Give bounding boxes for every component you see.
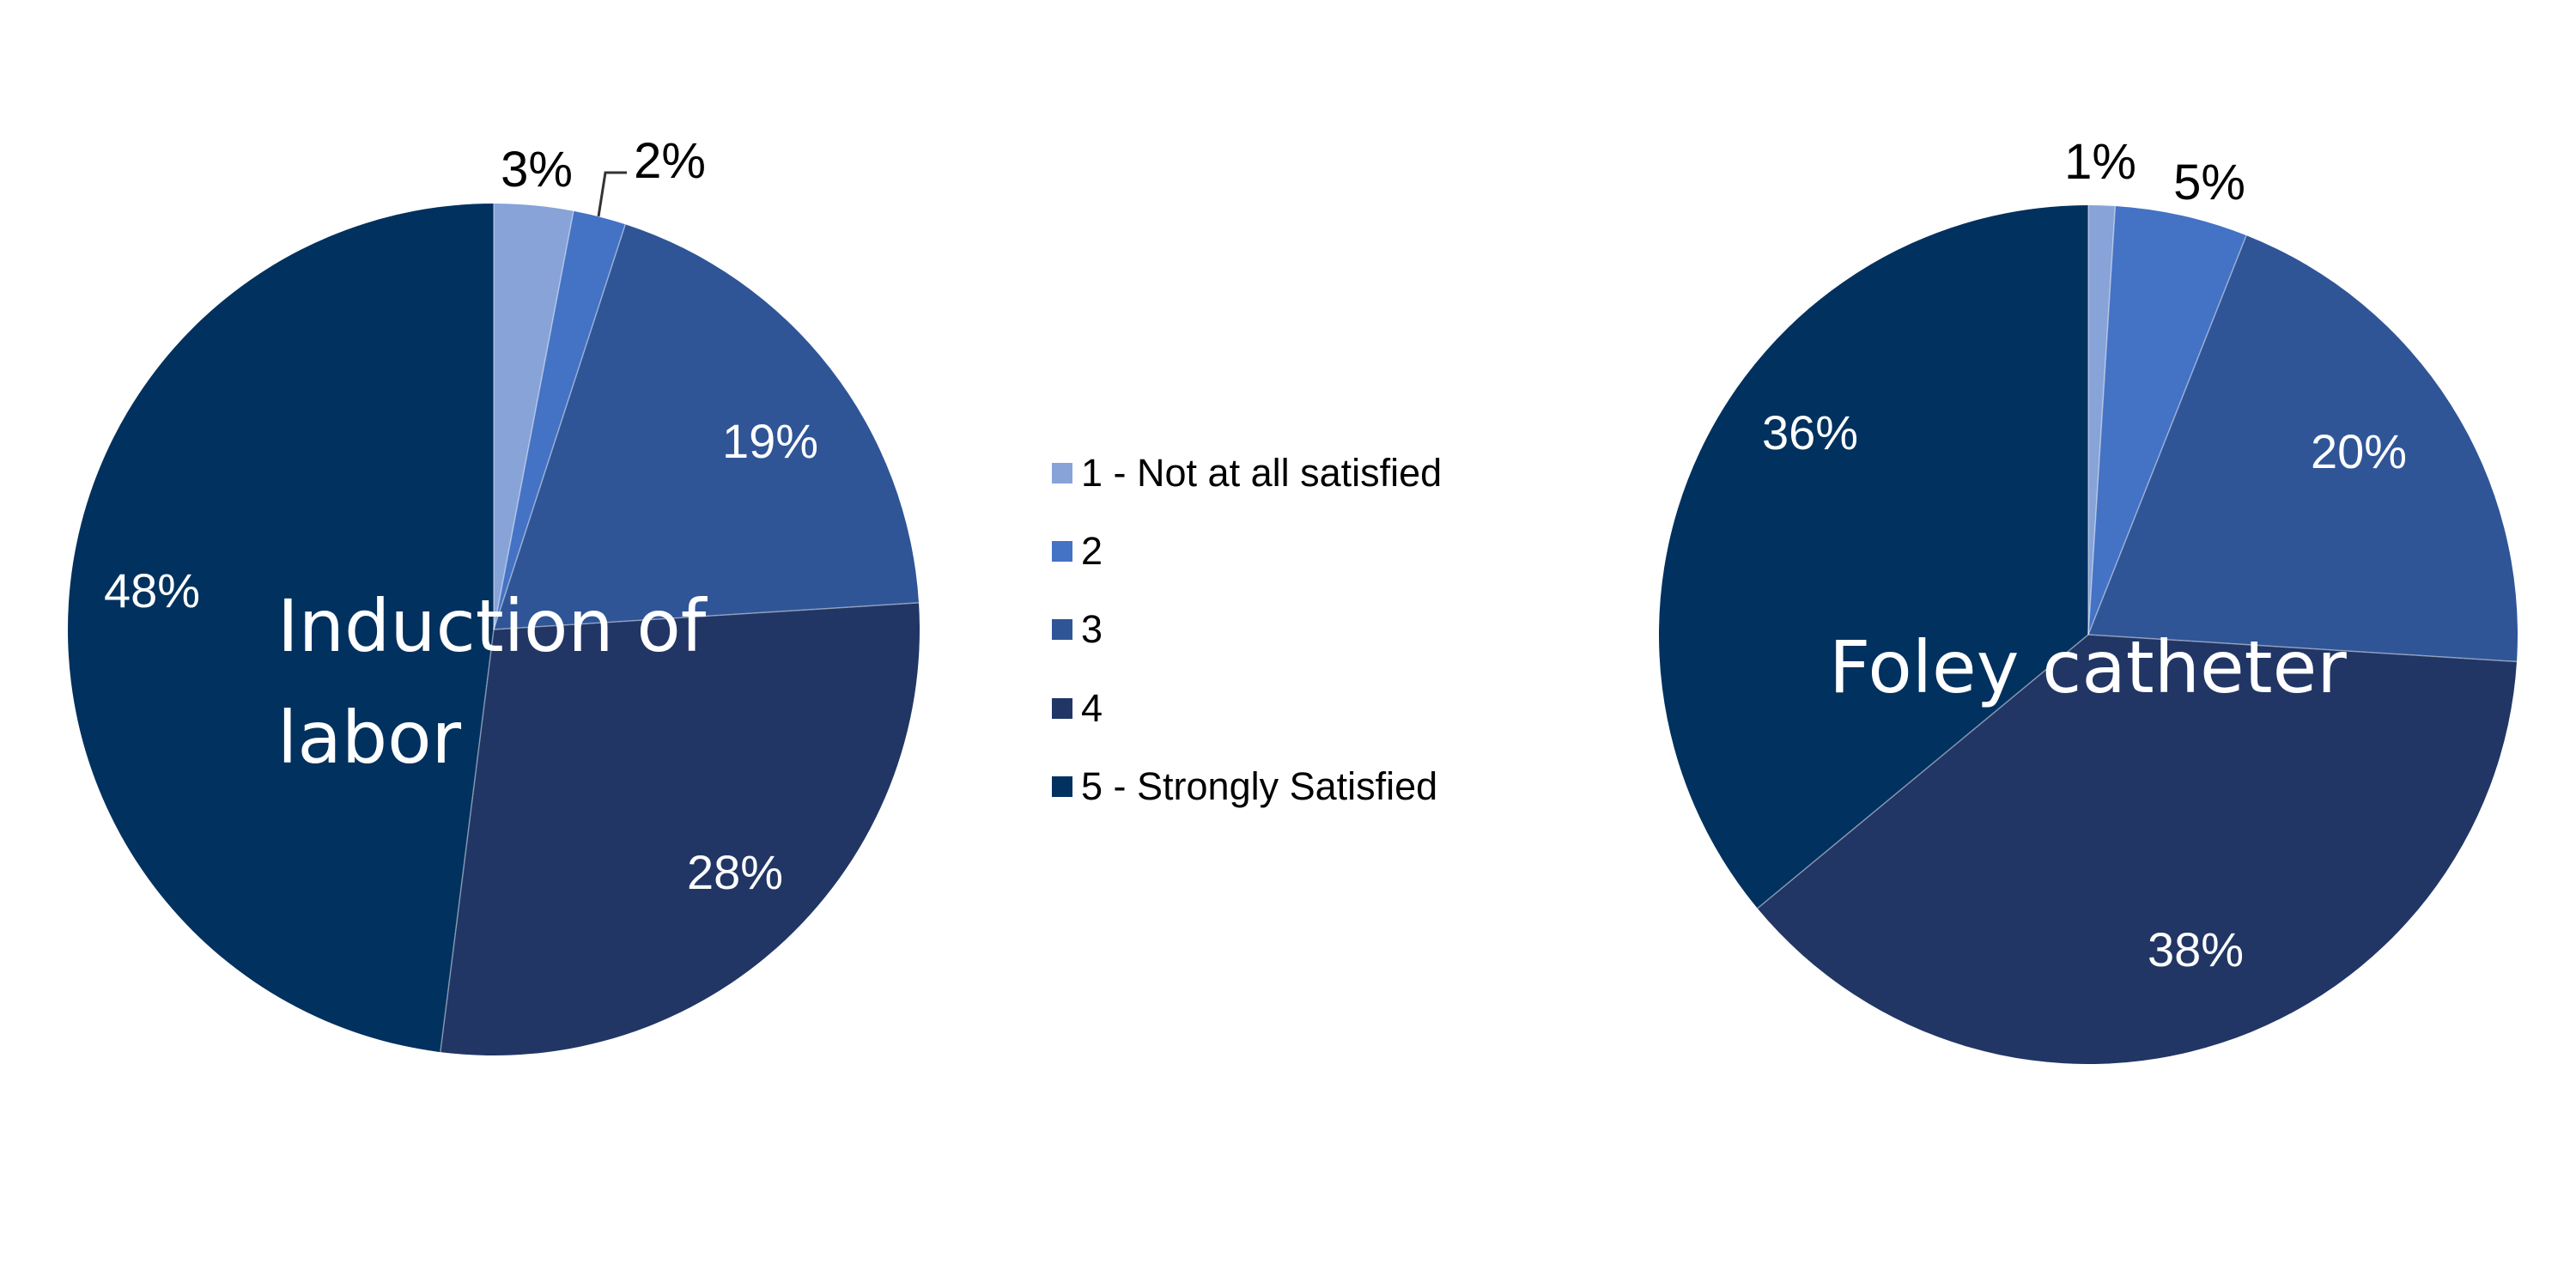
pie-slice-3 [494, 224, 920, 629]
legend-label-5: 5 - Strongly Satisfied [1081, 764, 1438, 808]
slice-separator [493, 224, 626, 630]
slice-separator [493, 210, 574, 630]
pie-title-induction-of-labor: Induction of labor [277, 570, 706, 794]
data-label-4: 28% [687, 845, 783, 899]
pie-slice-2 [2088, 205, 2247, 635]
pie-slice-1 [494, 204, 574, 629]
slice-separator [493, 602, 920, 630]
data-label-1: 1% [2064, 134, 2136, 190]
slice-separator [1757, 634, 2089, 909]
data-label-5: 48% [104, 563, 200, 617]
data-label-3: 19% [722, 414, 818, 468]
legend-item-5: 5 - Strongly Satisfied [1052, 763, 1437, 811]
pie-chart-foley-catheter: 1% 5% 20% 38% 36% [1658, 134, 2518, 1065]
pie-title-line-2: labor [277, 696, 462, 780]
pie-chart-induction-of-labor: 3% 2% 19% 28% 48% [68, 133, 920, 1055]
legend-item-4: 4 [1052, 684, 1103, 733]
slice-separator [440, 629, 495, 1053]
pie-slice-1 [2088, 205, 2116, 635]
pie-title-foley-catheter: Foley catheter [1829, 611, 2347, 723]
pie-slice-5 [68, 204, 494, 1053]
legend-item-3: 3 [1052, 605, 1103, 654]
pie-slice-2 [494, 210, 626, 629]
legend-swatch-4 [1052, 698, 1072, 719]
legend-label-1: 1 - Not at all satisfied [1081, 451, 1443, 495]
pie-title-line-1: Induction of [277, 584, 707, 668]
data-label-1: 3% [501, 142, 573, 198]
legend-item-1: 1 - Not at all satisfied [1052, 449, 1442, 497]
legend-label-4: 4 [1081, 686, 1103, 730]
legend-swatch-1 [1052, 463, 1072, 483]
slice-separator [2087, 234, 2247, 636]
legend-swatch-2 [1052, 541, 1072, 562]
leader-line-2-percent [597, 171, 627, 217]
pie-slice-4 [1757, 635, 2518, 1065]
data-label-3: 20% [2311, 424, 2407, 478]
data-label-5: 36% [1762, 405, 1858, 459]
legend-label-2: 2 [1081, 529, 1103, 573]
legend-swatch-3 [1052, 619, 1072, 640]
slice-separator [2087, 205, 2117, 636]
legend-swatch-5 [1052, 776, 1072, 797]
pie-slice-3 [2088, 235, 2518, 662]
pie-title-line-1: Foley catheter [1829, 625, 2347, 709]
pie-slice-5 [1658, 204, 2088, 909]
data-label-4: 38% [2148, 922, 2244, 976]
legend-label-3: 3 [1081, 607, 1103, 651]
data-label-2: 5% [2173, 155, 2245, 210]
legend-item-2: 2 [1052, 527, 1103, 575]
data-label-2: 2% [634, 133, 706, 189]
slice-separator [2087, 634, 2518, 663]
pie-slice-4 [440, 602, 920, 1055]
